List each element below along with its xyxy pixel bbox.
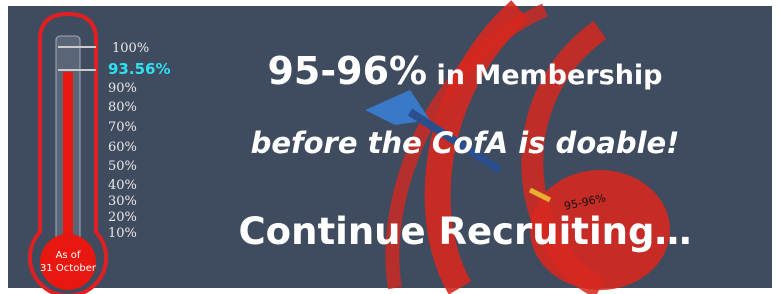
scale-label: 40% (108, 178, 137, 193)
bulb-text: 31 October (40, 263, 97, 274)
thermometer-bulb (40, 234, 96, 290)
headline-3: Continue Recruiting… (239, 210, 692, 253)
banner: 95-96% As of 31 October 93.56% 100% 90% 80… (0, 0, 780, 294)
level-label: 93.56% (108, 60, 170, 78)
scale-label: 90% (108, 81, 137, 96)
scale-label: 60% (108, 140, 137, 155)
scale-label: 70% (108, 120, 137, 135)
bulb-text: As of (56, 250, 81, 261)
target-value: 95-96% (267, 49, 427, 93)
scale-label: 80% (108, 100, 137, 115)
target-suffix: in Membership (427, 60, 662, 91)
scale-label: 50% (108, 159, 137, 174)
headline-2: before the CofA is doable! (251, 126, 680, 160)
thermometer-fill (63, 72, 73, 252)
scale-label: 20% (108, 210, 137, 225)
scale-label: 10% (108, 226, 137, 241)
scale-label: 100% (112, 41, 149, 56)
scale-label: 30% (108, 194, 137, 209)
